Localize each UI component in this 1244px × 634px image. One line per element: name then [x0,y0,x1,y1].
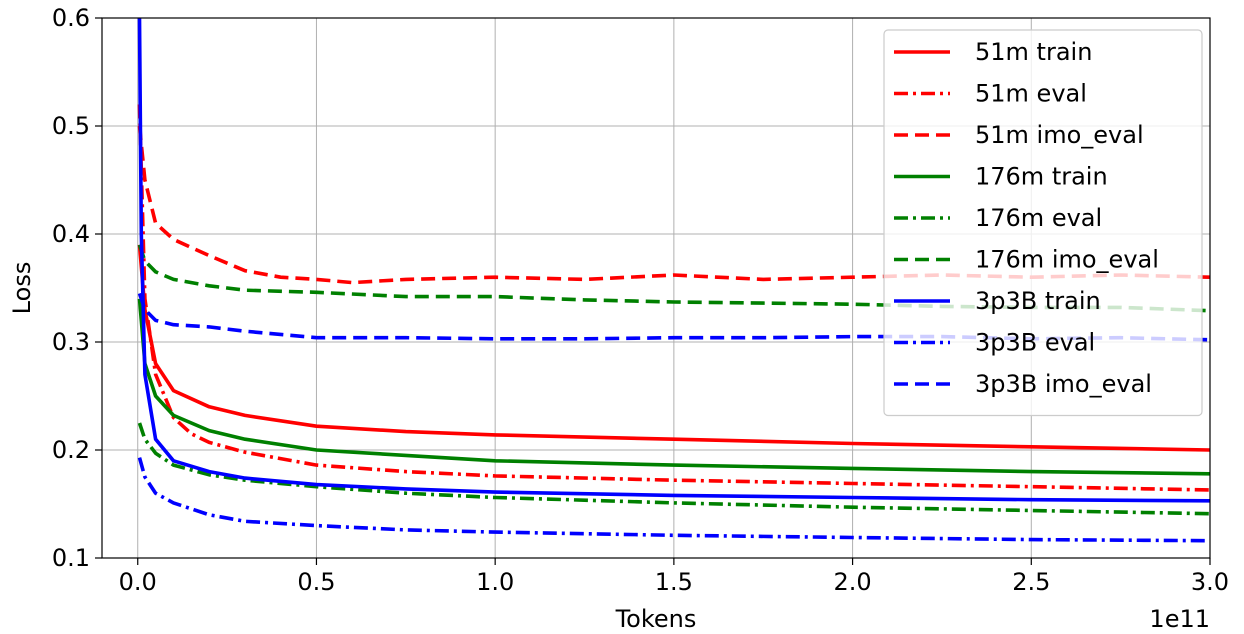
y-tick-label: 0.4 [52,220,90,248]
x-tick-label: 3.0 [1191,568,1229,596]
legend-label: 51m imo_eval [975,121,1144,149]
x-axis-label: Tokens [615,605,697,633]
legend-box [883,29,1203,417]
legend-label: 176m train [975,163,1108,191]
x-tick-label: 2.5 [1012,568,1050,596]
legend-label: 3p3B imo_eval [975,370,1152,398]
x-tick-label: 1.0 [476,568,514,596]
legend-label: 51m train [975,38,1092,66]
plot-frame [101,17,1211,559]
x-tick-label: 0.5 [297,568,335,596]
y-tick-label: 0.1 [52,544,90,572]
legend-label: 3p3B train [975,287,1101,315]
legend-label: 3p3B eval [975,329,1095,357]
series-line-6 [137,18,1210,503]
legend-label: 176m eval [975,204,1102,232]
y-tick-label: 0.2 [52,436,90,464]
series-line-7 [137,457,1210,543]
series-line-3 [137,298,1210,476]
series-line-2 [137,125,1210,285]
y-axis-label: Loss [8,262,36,315]
axis-ticks: 0.0 0.5 1.0 1.5 2.0 2.5 3.0 0.1 0.2 0.3 0.4 0.5 0.6 [52,4,1229,596]
x-tick-label: 0.0 [119,568,157,596]
series-line-0 [137,244,1210,452]
legend-label: 176m imo_eval [975,246,1159,274]
legend-label: 51m eval [975,80,1087,108]
x-tick-label: 1.5 [655,568,693,596]
x-axis-offset-label: 1e11 [1149,605,1210,633]
y-tick-label: 0.5 [52,112,90,140]
legend: 51m train 51m eval 51m imo_eval 176m train 1… [883,29,1203,417]
series-line-4 [137,422,1210,516]
series-line-1 [137,104,1210,492]
y-tick-label: 0.6 [52,4,90,32]
y-tick-label: 0.3 [52,328,90,356]
x-tick-label: 2.0 [833,568,871,596]
